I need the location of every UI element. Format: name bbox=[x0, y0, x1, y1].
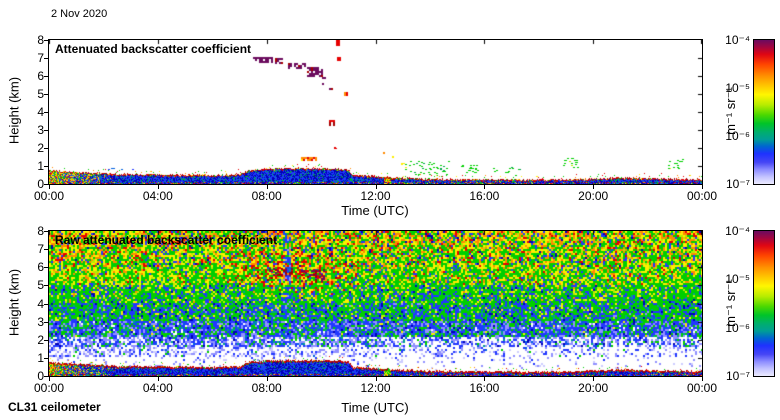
y-axis-tick bbox=[44, 166, 48, 167]
y-axis-tick bbox=[44, 184, 48, 185]
raw-backscatter-heatmap bbox=[48, 230, 703, 377]
time-axis-label-bottom: Time (UTC) bbox=[341, 400, 409, 415]
colorbar-tick-label: 10⁻⁵ bbox=[725, 81, 750, 95]
y-tick-label: 6 bbox=[37, 260, 44, 275]
y-axis-tick bbox=[44, 112, 48, 113]
colorbar-tick-label: 10⁻⁴ bbox=[725, 33, 750, 47]
x-axis-tick bbox=[158, 185, 159, 189]
colorbar-bottom bbox=[753, 230, 775, 377]
x-tick-label: 04:00 bbox=[142, 381, 173, 395]
y-tick-label: 7 bbox=[37, 242, 44, 257]
x-axis-tick bbox=[484, 185, 485, 189]
x-axis-tick bbox=[267, 185, 268, 189]
x-tick-label: 08:00 bbox=[251, 381, 282, 395]
y-axis-tick bbox=[44, 249, 48, 250]
x-axis-tick bbox=[158, 377, 159, 381]
x-tick-label: 16:00 bbox=[469, 381, 500, 395]
x-tick-label: 12:00 bbox=[360, 381, 391, 395]
colorbar-tick-label: 10⁻⁷ bbox=[725, 369, 750, 383]
x-tick-label: 00:00 bbox=[686, 189, 718, 203]
x-tick-label: 00:00 bbox=[33, 381, 65, 395]
x-axis-tick bbox=[376, 377, 377, 381]
y-tick-label: 0 bbox=[37, 177, 44, 191]
y-axis-tick bbox=[44, 340, 48, 341]
x-axis-tick bbox=[49, 185, 50, 189]
x-axis-tick bbox=[702, 185, 703, 189]
instrument-label: CL31 ceilometer bbox=[8, 400, 101, 414]
y-tick-label: 8 bbox=[37, 33, 44, 47]
y-axis-tick bbox=[44, 94, 48, 95]
date-label: 2 Nov 2020 bbox=[51, 8, 108, 20]
colorbar-tick-label: 10⁻⁷ bbox=[725, 177, 750, 191]
colorbar-tick-label: 10⁻⁴ bbox=[725, 224, 750, 238]
x-axis-tick bbox=[593, 377, 594, 381]
y-axis-tick bbox=[44, 148, 48, 149]
y-tick-label: 2 bbox=[37, 332, 44, 347]
processed-backscatter-heatmap bbox=[48, 39, 703, 185]
raw-panel: Raw attenuated backscatter coefficient bbox=[48, 230, 703, 377]
x-axis-tick bbox=[484, 377, 485, 381]
raw-panel-title: Raw attenuated backscatter coefficient bbox=[55, 233, 278, 247]
height-axis-label-bottom: Height (km) bbox=[6, 268, 22, 337]
x-axis-tick bbox=[593, 185, 594, 189]
y-tick-label: 4 bbox=[37, 105, 44, 119]
x-axis-tick bbox=[49, 377, 50, 381]
y-tick-label: 5 bbox=[37, 87, 44, 101]
x-axis-tick bbox=[267, 377, 268, 381]
x-tick-label: 00:00 bbox=[686, 381, 718, 395]
y-tick-label: 2 bbox=[37, 141, 44, 155]
processed-panel-title: Attenuated backscatter coefficient bbox=[55, 42, 252, 56]
y-tick-label: 3 bbox=[37, 123, 44, 137]
x-tick-label: 16:00 bbox=[469, 189, 500, 203]
x-tick-label: 00:00 bbox=[33, 189, 65, 203]
y-axis-tick bbox=[44, 358, 48, 359]
y-axis-tick bbox=[44, 58, 48, 59]
y-tick-label: 0 bbox=[37, 369, 44, 383]
y-axis-tick bbox=[44, 285, 48, 286]
y-tick-label: 5 bbox=[37, 278, 44, 293]
x-axis-tick bbox=[702, 377, 703, 381]
y-axis-tick bbox=[44, 304, 48, 305]
y-axis-tick bbox=[44, 267, 48, 268]
y-axis-tick bbox=[44, 322, 48, 323]
colorbar-tick-label: 10⁻⁶ bbox=[725, 129, 750, 143]
y-axis-tick bbox=[44, 130, 48, 131]
colorbar-top bbox=[753, 39, 775, 185]
time-axis-label-top: Time (UTC) bbox=[341, 203, 409, 218]
x-tick-label: 08:00 bbox=[251, 189, 282, 203]
y-tick-label: 7 bbox=[37, 51, 44, 65]
colorbar-tick-label: 10⁻⁶ bbox=[725, 320, 750, 335]
y-tick-label: 1 bbox=[37, 159, 44, 173]
y-tick-label: 3 bbox=[37, 314, 44, 329]
y-axis-tick bbox=[44, 376, 48, 377]
y-axis-tick bbox=[44, 76, 48, 77]
x-tick-label: 12:00 bbox=[360, 189, 391, 203]
x-tick-label: 20:00 bbox=[578, 189, 609, 203]
y-tick-label: 8 bbox=[37, 224, 44, 238]
x-axis-tick bbox=[376, 185, 377, 189]
x-tick-label: 20:00 bbox=[578, 381, 609, 395]
y-axis-tick bbox=[44, 40, 48, 41]
height-axis-label-top: Height (km) bbox=[6, 76, 22, 145]
y-tick-label: 6 bbox=[37, 69, 44, 83]
y-tick-label: 1 bbox=[37, 350, 44, 365]
x-tick-label: 04:00 bbox=[142, 189, 173, 203]
colorbar-tick-label: 10⁻⁵ bbox=[725, 272, 750, 287]
y-tick-label: 4 bbox=[37, 296, 44, 311]
processed-panel: Attenuated backscatter coefficient bbox=[48, 39, 703, 185]
y-axis-tick bbox=[44, 231, 48, 232]
